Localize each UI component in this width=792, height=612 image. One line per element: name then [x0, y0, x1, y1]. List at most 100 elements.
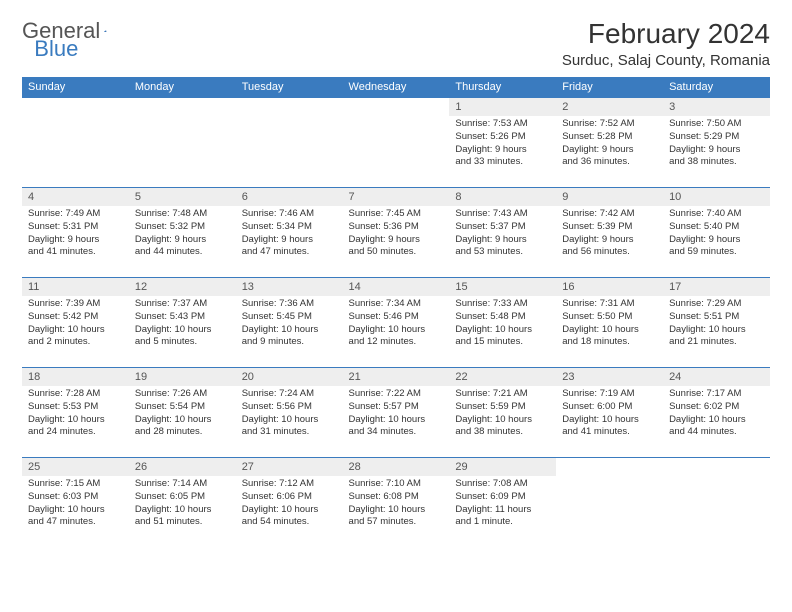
day-line: Sunset: 5:37 PM — [455, 221, 550, 234]
day-line: Sunrise: 7:36 AM — [242, 298, 337, 311]
day-line: Daylight: 10 hours — [349, 504, 444, 517]
day-line: and 34 minutes. — [349, 426, 444, 439]
day-line: Daylight: 10 hours — [242, 504, 337, 517]
day-line: Sunrise: 7:31 AM — [562, 298, 657, 311]
day-line: Sunrise: 7:40 AM — [669, 208, 764, 221]
day-line: Sunrise: 7:08 AM — [455, 478, 550, 491]
day-content: Sunrise: 7:43 AMSunset: 5:37 PMDaylight:… — [449, 206, 556, 263]
day-line: and 44 minutes. — [669, 426, 764, 439]
day-content: Sunrise: 7:53 AMSunset: 5:26 PMDaylight:… — [449, 116, 556, 173]
day-content: Sunrise: 7:15 AMSunset: 6:03 PMDaylight:… — [22, 476, 129, 533]
day-line: and 9 minutes. — [242, 336, 337, 349]
calendar-day-cell: 28 Sunrise: 7:10 AMSunset: 6:08 PMDayligh… — [343, 458, 450, 548]
calendar-day-cell: 9Sunrise: 7:42 AMSunset: 5:39 PMDaylight… — [556, 188, 663, 278]
day-line: Sunrise: 7:45 AM — [349, 208, 444, 221]
calendar-day-cell: 8Sunrise: 7:43 AMSunset: 5:37 PMDaylight… — [449, 188, 556, 278]
day-line: and 41 minutes. — [28, 246, 123, 259]
calendar-day-cell: 3Sunrise: 7:50 AMSunset: 5:29 PMDaylight… — [663, 98, 770, 188]
day-number: 13 — [236, 278, 343, 296]
day-line: Daylight: 11 hours — [455, 504, 550, 517]
day-line: and 2 minutes. — [28, 336, 123, 349]
day-line: Sunrise: 7:48 AM — [135, 208, 230, 221]
day-line: Daylight: 10 hours — [455, 324, 550, 337]
day-line: Sunset: 5:42 PM — [28, 311, 123, 324]
day-line: Sunset: 5:36 PM — [349, 221, 444, 234]
weekday-header: Tuesday — [236, 77, 343, 98]
day-line: and 36 minutes. — [562, 156, 657, 169]
day-line: Sunset: 6:02 PM — [669, 401, 764, 414]
calendar-row: 1Sunrise: 7:53 AMSunset: 5:26 PMDaylight… — [22, 98, 770, 188]
calendar-day-cell: 4Sunrise: 7:49 AMSunset: 5:31 PMDaylight… — [22, 188, 129, 278]
day-line: Daylight: 9 hours — [455, 144, 550, 157]
day-line: Sunrise: 7:21 AM — [455, 388, 550, 401]
day-line: Sunrise: 7:34 AM — [349, 298, 444, 311]
day-content: Sunrise: 7:49 AMSunset: 5:31 PMDaylight:… — [22, 206, 129, 263]
day-content: Sunrise: 7:22 AMSunset: 5:57 PMDaylight:… — [343, 386, 450, 443]
calendar-empty-cell — [556, 458, 663, 548]
day-line: and 56 minutes. — [562, 246, 657, 259]
day-line: Daylight: 9 hours — [669, 234, 764, 247]
day-content: Sunrise: 7:21 AMSunset: 5:59 PMDaylight:… — [449, 386, 556, 443]
day-line: Sunset: 5:54 PM — [135, 401, 230, 414]
day-line: Sunrise: 7:49 AM — [28, 208, 123, 221]
calendar-day-cell: 20Sunrise: 7:24 AMSunset: 5:56 PMDayligh… — [236, 368, 343, 458]
day-line: Sunset: 5:51 PM — [669, 311, 764, 324]
day-line: Sunrise: 7:14 AM — [135, 478, 230, 491]
calendar-empty-cell — [236, 98, 343, 188]
day-line: and 24 minutes. — [28, 426, 123, 439]
day-line: Sunrise: 7:37 AM — [135, 298, 230, 311]
calendar-empty-cell — [663, 458, 770, 548]
day-number: 8 — [449, 188, 556, 206]
day-line: and 38 minutes. — [669, 156, 764, 169]
day-number: 14 — [343, 278, 450, 296]
day-number: 1 — [449, 98, 556, 116]
day-line: Daylight: 10 hours — [135, 414, 230, 427]
calendar-empty-cell — [22, 98, 129, 188]
location-label: Surduc, Salaj County, Romania — [562, 52, 770, 69]
calendar-day-cell: 18Sunrise: 7:28 AMSunset: 5:53 PMDayligh… — [22, 368, 129, 458]
day-line: Sunset: 6:08 PM — [349, 491, 444, 504]
day-line: Sunrise: 7:15 AM — [28, 478, 123, 491]
day-number: 22 — [449, 368, 556, 386]
day-line: and 38 minutes. — [455, 426, 550, 439]
day-content: Sunrise: 7:36 AMSunset: 5:45 PMDaylight:… — [236, 296, 343, 353]
calendar-empty-cell — [343, 98, 450, 188]
day-line: Daylight: 10 hours — [455, 414, 550, 427]
calendar-row: 25Sunrise: 7:15 AMSunset: 6:03 PMDayligh… — [22, 458, 770, 548]
day-content: Sunrise: 7:26 AMSunset: 5:54 PMDaylight:… — [129, 386, 236, 443]
day-line: Sunset: 5:53 PM — [28, 401, 123, 414]
day-content: Sunrise: 7:34 AMSunset: 5:46 PMDaylight:… — [343, 296, 450, 353]
day-content: Sunrise: 7:50 AMSunset: 5:29 PMDaylight:… — [663, 116, 770, 173]
calendar-day-cell: 1Sunrise: 7:53 AMSunset: 5:26 PMDaylight… — [449, 98, 556, 188]
day-line: Daylight: 10 hours — [669, 414, 764, 427]
day-line: and 15 minutes. — [455, 336, 550, 349]
day-line: and 59 minutes. — [669, 246, 764, 259]
day-line: Daylight: 9 hours — [28, 234, 123, 247]
day-number: 19 — [129, 368, 236, 386]
day-line: and 44 minutes. — [135, 246, 230, 259]
weekday-header: Thursday — [449, 77, 556, 98]
calendar-day-cell: 19Sunrise: 7:26 AMSunset: 5:54 PMDayligh… — [129, 368, 236, 458]
day-line: and 28 minutes. — [135, 426, 230, 439]
weekday-header-row: SundayMondayTuesdayWednesdayThursdayFrid… — [22, 77, 770, 98]
day-line: and 47 minutes. — [242, 246, 337, 259]
day-number: 28 — [343, 458, 450, 476]
day-line: Daylight: 10 hours — [135, 504, 230, 517]
day-number: 4 — [22, 188, 129, 206]
calendar-day-cell: 14Sunrise: 7:34 AMSunset: 5:46 PMDayligh… — [343, 278, 450, 368]
day-line: Sunrise: 7:19 AM — [562, 388, 657, 401]
day-line: Sunset: 5:45 PM — [242, 311, 337, 324]
day-line: Sunrise: 7:24 AM — [242, 388, 337, 401]
day-line: Daylight: 9 hours — [562, 234, 657, 247]
day-line: Sunset: 6:09 PM — [455, 491, 550, 504]
calendar-day-cell: 26Sunrise: 7:14 AMSunset: 6:05 PMDayligh… — [129, 458, 236, 548]
day-line: Daylight: 9 hours — [562, 144, 657, 157]
day-line: Sunset: 5:39 PM — [562, 221, 657, 234]
day-line: Sunrise: 7:22 AM — [349, 388, 444, 401]
month-title: February 2024 — [562, 18, 770, 50]
day-content: Sunrise: 7:17 AMSunset: 6:02 PMDaylight:… — [663, 386, 770, 443]
day-content: Sunrise: 7:48 AMSunset: 5:32 PMDaylight:… — [129, 206, 236, 263]
day-number: 24 — [663, 368, 770, 386]
day-content: Sunrise: 7:24 AMSunset: 5:56 PMDaylight:… — [236, 386, 343, 443]
day-line: Sunrise: 7:10 AM — [349, 478, 444, 491]
